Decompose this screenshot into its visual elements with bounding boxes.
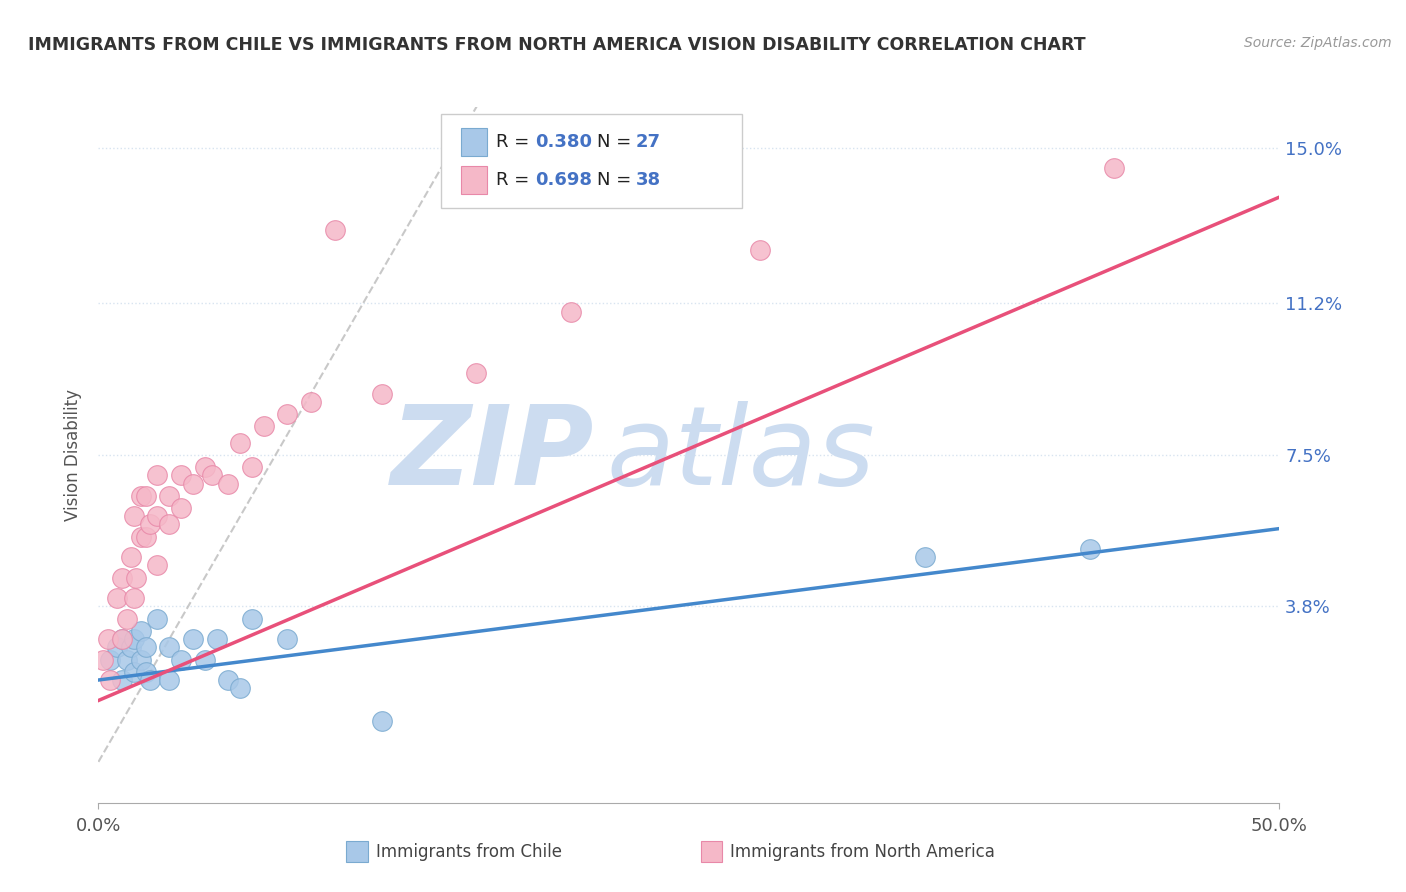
Point <box>111 673 134 687</box>
Text: ZIP: ZIP <box>391 401 595 508</box>
Point <box>135 489 157 503</box>
Point <box>157 489 180 503</box>
Point <box>105 640 128 655</box>
Point <box>122 591 145 606</box>
Point <box>135 530 157 544</box>
Point <box>181 632 204 646</box>
Point <box>276 407 298 421</box>
Point <box>217 476 239 491</box>
Point <box>560 304 582 318</box>
Point <box>146 558 169 573</box>
Point <box>129 652 152 666</box>
Point <box>115 652 138 666</box>
Point <box>129 624 152 638</box>
Point <box>157 673 180 687</box>
Point <box>129 530 152 544</box>
Point <box>229 435 252 450</box>
Text: N =: N = <box>596 171 637 189</box>
Text: IMMIGRANTS FROM CHILE VS IMMIGRANTS FROM NORTH AMERICA VISION DISABILITY CORRELA: IMMIGRANTS FROM CHILE VS IMMIGRANTS FROM… <box>28 36 1085 54</box>
Point <box>139 517 162 532</box>
Point <box>157 640 180 655</box>
Point <box>201 468 224 483</box>
Point <box>121 550 143 565</box>
Point <box>240 460 263 475</box>
Point <box>170 468 193 483</box>
FancyBboxPatch shape <box>346 841 368 862</box>
Point <box>371 714 394 728</box>
Point <box>111 571 134 585</box>
Point <box>194 460 217 475</box>
Point <box>194 652 217 666</box>
Point <box>253 419 276 434</box>
Point <box>1080 542 1102 557</box>
Point <box>122 665 145 679</box>
FancyBboxPatch shape <box>700 841 723 862</box>
Point <box>98 652 121 666</box>
Point <box>139 673 162 687</box>
Point <box>181 476 204 491</box>
Text: 0.698: 0.698 <box>536 171 592 189</box>
Point <box>122 632 145 646</box>
Point <box>217 673 239 687</box>
Text: 27: 27 <box>636 133 661 151</box>
Text: 38: 38 <box>636 171 661 189</box>
Point <box>111 632 134 646</box>
Point <box>240 612 263 626</box>
FancyBboxPatch shape <box>441 114 742 208</box>
Text: atlas: atlas <box>606 401 875 508</box>
Point <box>111 632 134 646</box>
Text: R =: R = <box>496 171 536 189</box>
Text: 0.380: 0.380 <box>536 133 592 151</box>
Point <box>914 550 936 565</box>
Point <box>98 673 121 687</box>
Point <box>125 571 148 585</box>
Point <box>135 665 157 679</box>
Text: Immigrants from North America: Immigrants from North America <box>730 843 995 861</box>
Text: R =: R = <box>496 133 536 151</box>
Point <box>323 223 346 237</box>
Point <box>135 640 157 655</box>
Text: Source: ZipAtlas.com: Source: ZipAtlas.com <box>1244 36 1392 50</box>
Point <box>299 394 322 409</box>
Y-axis label: Vision Disability: Vision Disability <box>65 389 83 521</box>
Text: N =: N = <box>596 133 637 151</box>
Point <box>129 489 152 503</box>
Point <box>91 652 114 666</box>
Point <box>146 509 169 524</box>
Point <box>170 501 193 516</box>
Point <box>465 366 488 380</box>
Point <box>105 591 128 606</box>
Point <box>157 517 180 532</box>
Point <box>205 632 228 646</box>
Point <box>1102 161 1125 176</box>
Point <box>229 681 252 696</box>
Point <box>115 612 138 626</box>
Point <box>146 612 169 626</box>
Point <box>97 632 120 646</box>
Text: Immigrants from Chile: Immigrants from Chile <box>375 843 562 861</box>
Point <box>748 244 770 258</box>
Point <box>371 386 394 401</box>
Point <box>122 509 145 524</box>
FancyBboxPatch shape <box>461 166 486 194</box>
Point <box>276 632 298 646</box>
FancyBboxPatch shape <box>461 128 486 156</box>
Point <box>170 652 193 666</box>
Point <box>146 468 169 483</box>
Point <box>121 640 143 655</box>
